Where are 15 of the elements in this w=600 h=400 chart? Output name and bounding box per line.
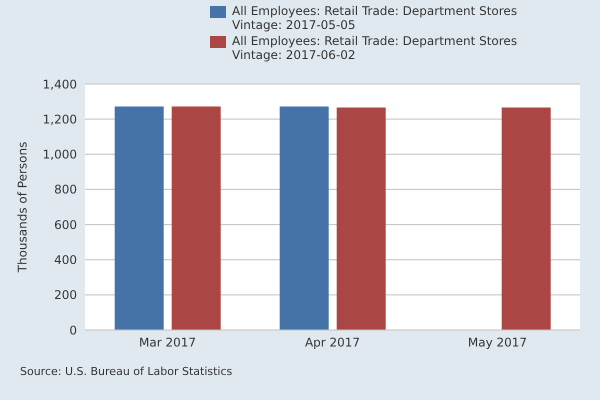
y-tick-label: 0 (69, 323, 77, 338)
x-tick-label: May 2017 (468, 336, 528, 350)
legend-label: All Employees: Retail Trade: Department Stores Vintage: 2017-05-05 (232, 4, 518, 32)
x-tick-label: Mar 2017 (139, 336, 196, 350)
y-tick-label: 600 (54, 218, 77, 232)
y-tick-label: 1,400 (42, 77, 77, 92)
y-tick-label: 200 (54, 288, 77, 302)
y-tick-label: 400 (54, 252, 77, 267)
y-tick-label: 800 (54, 182, 77, 197)
y-axis-title: Thousands of Persons (15, 142, 30, 274)
y-tick-label: 1,000 (42, 148, 77, 162)
y-tick-label: 1,200 (42, 112, 77, 126)
legend-label: All Employees: Retail Trade: Department Stores Vintage: 2017-06-02 (232, 34, 518, 62)
x-tick-label: Apr 2017 (304, 336, 360, 350)
source-note: Source: U.S. Bureau of Labor Statistics (20, 365, 232, 378)
